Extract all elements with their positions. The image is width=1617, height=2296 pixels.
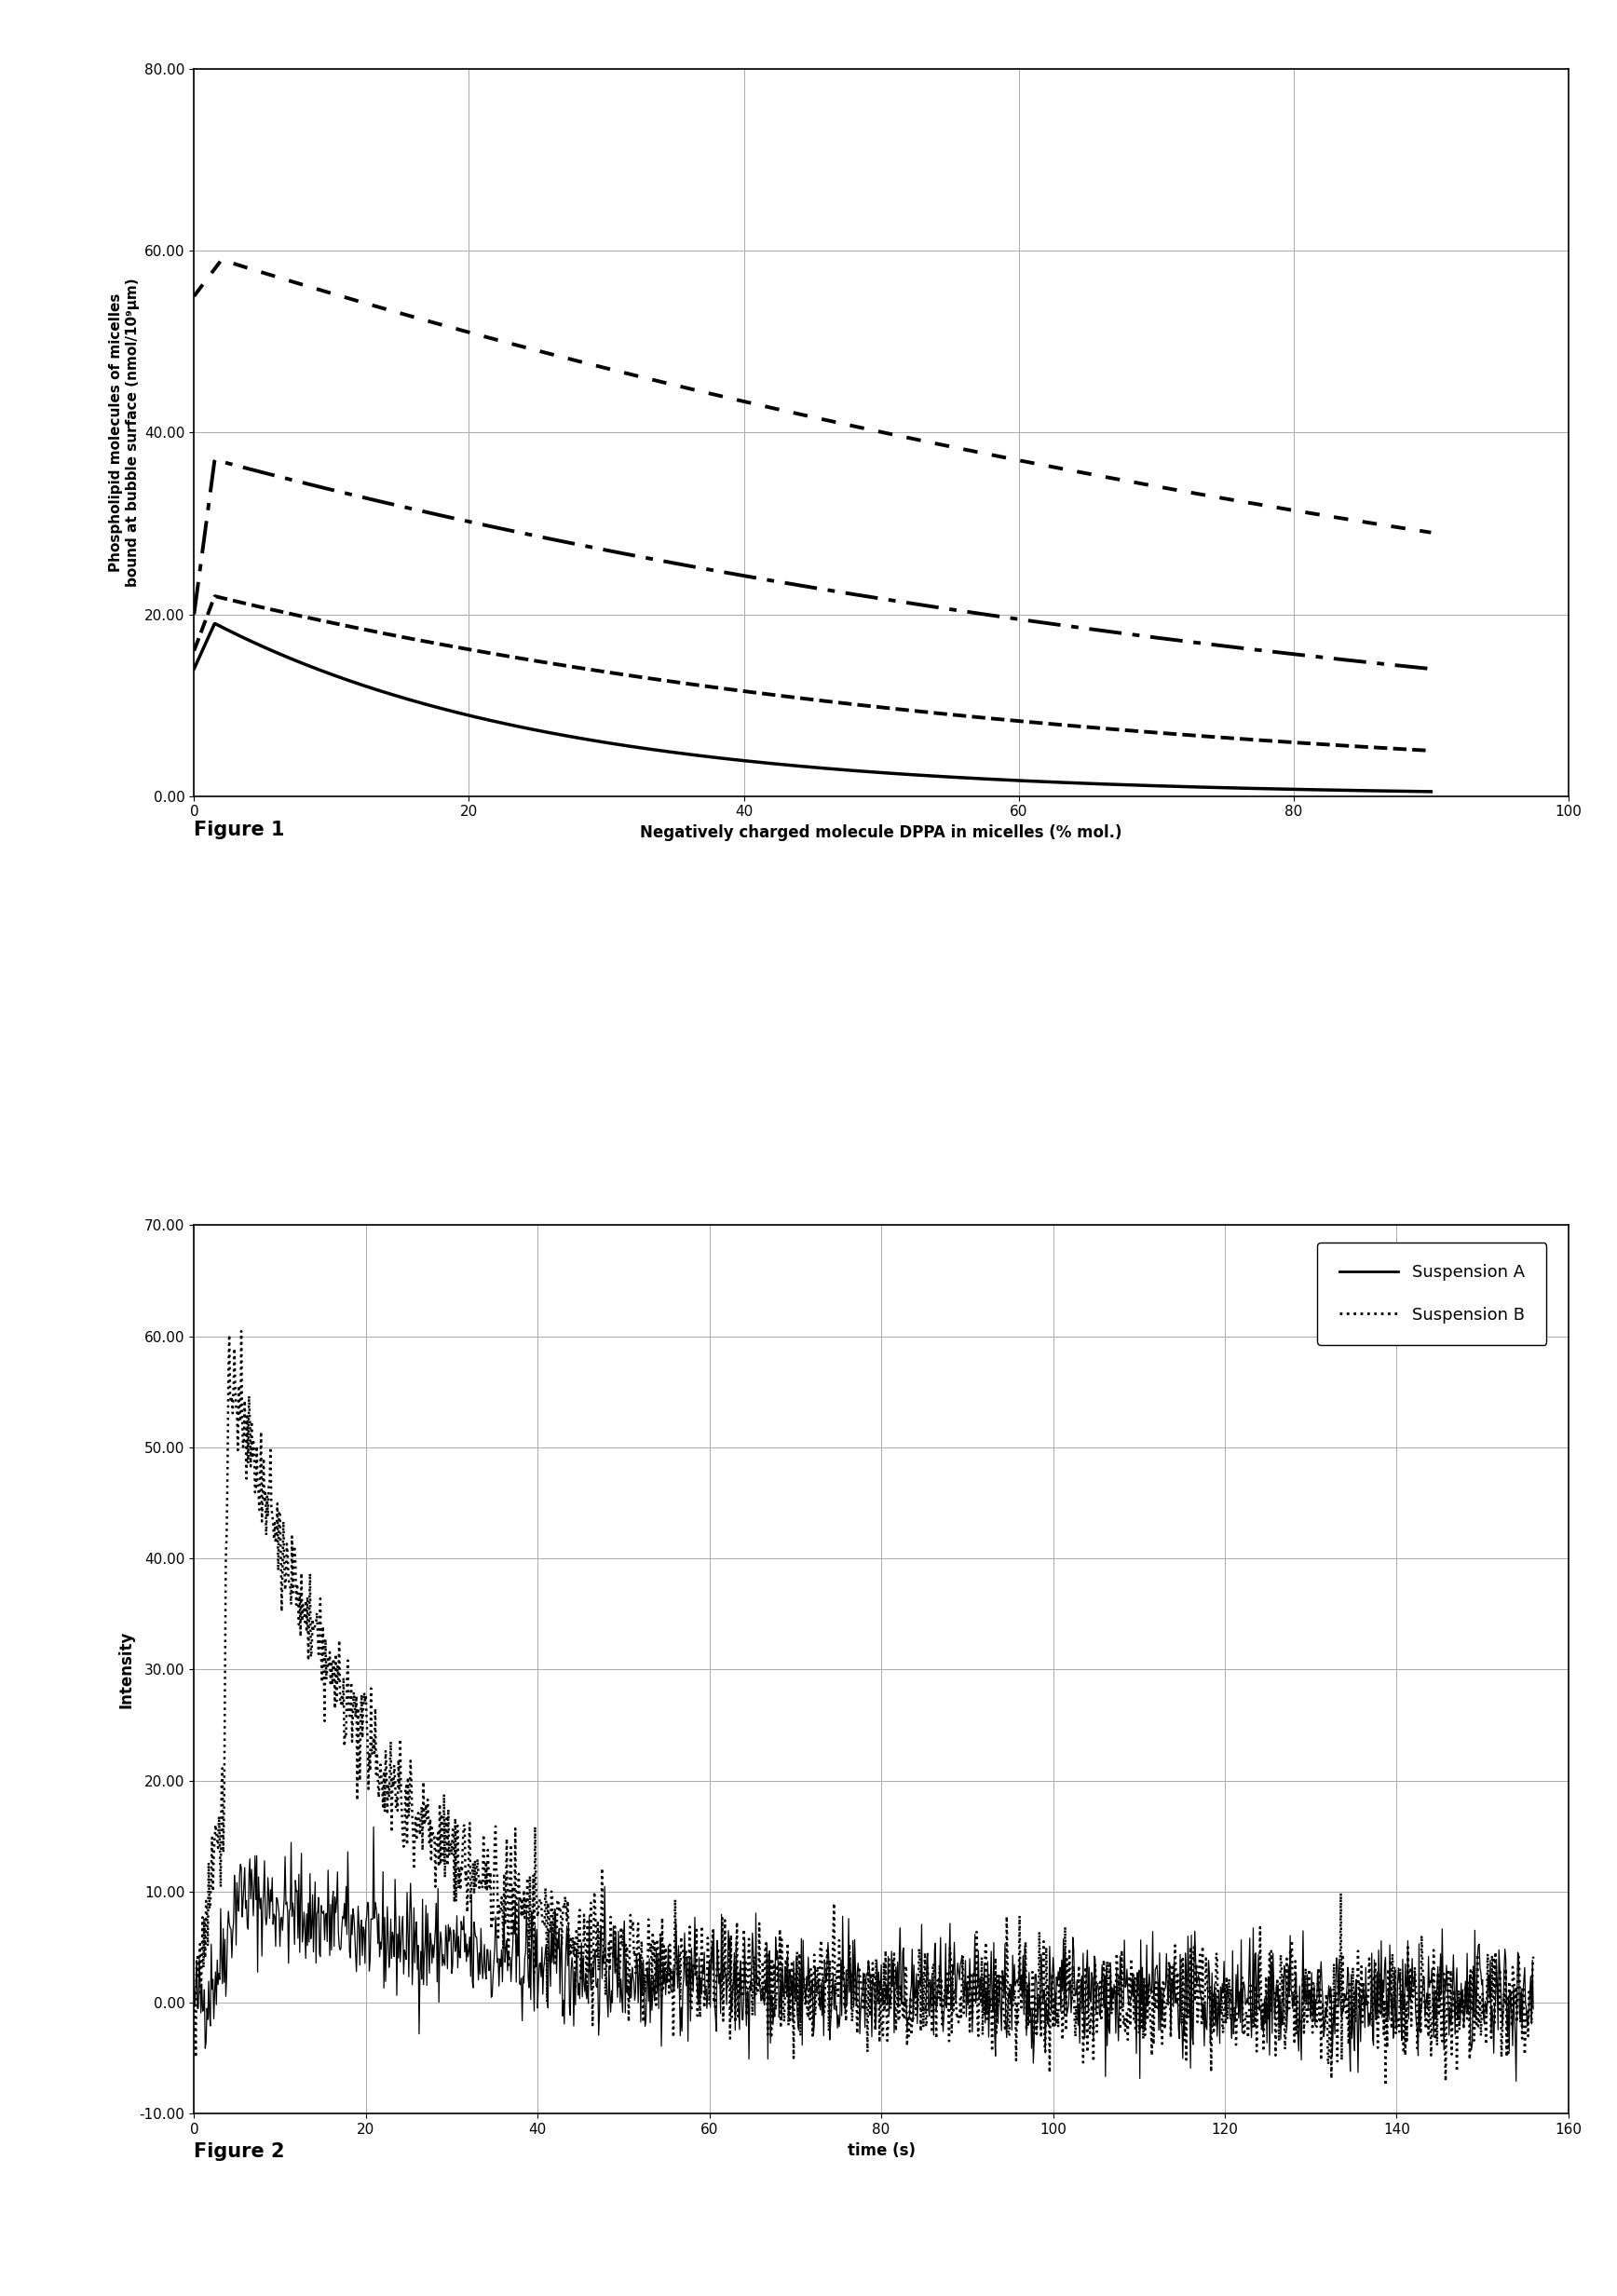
Suspension B	[1455, 1995, 1475, 2023]
Suspension B	[231, 1318, 251, 1345]
X-axis label: time (s): time (s)	[847, 2142, 915, 2158]
Suspension B	[1395, 2041, 1415, 2069]
Suspension B	[1378, 1956, 1397, 1984]
Y-axis label: Intensity: Intensity	[118, 1630, 134, 1708]
Suspension B	[454, 1812, 474, 1839]
Suspension B	[184, 1991, 204, 2018]
Suspension A	[519, 1975, 538, 2002]
Suspension A	[364, 1814, 383, 1841]
Text: Figure 1: Figure 1	[194, 822, 285, 840]
Y-axis label: Phospholipid molecules of micelles
bound at bubble surface (nmol/10⁹μm): Phospholipid molecules of micelles bound…	[108, 278, 139, 588]
Suspension A	[184, 1975, 204, 2002]
Line: Suspension B: Suspension B	[194, 1332, 1533, 2085]
Suspension B	[993, 1993, 1012, 2020]
Suspension A	[993, 1963, 1012, 1991]
Suspension B	[519, 1945, 538, 1972]
Suspension A	[1378, 2009, 1397, 2037]
Suspension A	[454, 1938, 474, 1965]
Line: Suspension A: Suspension A	[194, 1828, 1533, 2080]
Text: Figure 2: Figure 2	[194, 2142, 285, 2161]
Suspension B	[1523, 1942, 1543, 1970]
Suspension A	[1523, 1995, 1543, 2023]
X-axis label: Negatively charged molecule DPPA in micelles (% mol.): Negatively charged molecule DPPA in mice…	[640, 824, 1122, 840]
Legend: Suspension A, Suspension B: Suspension A, Suspension B	[1318, 1242, 1546, 1345]
Suspension A	[1507, 2066, 1526, 2094]
Suspension B	[1376, 2071, 1395, 2099]
Suspension A	[1395, 1993, 1415, 2020]
Suspension A	[1454, 2011, 1473, 2039]
